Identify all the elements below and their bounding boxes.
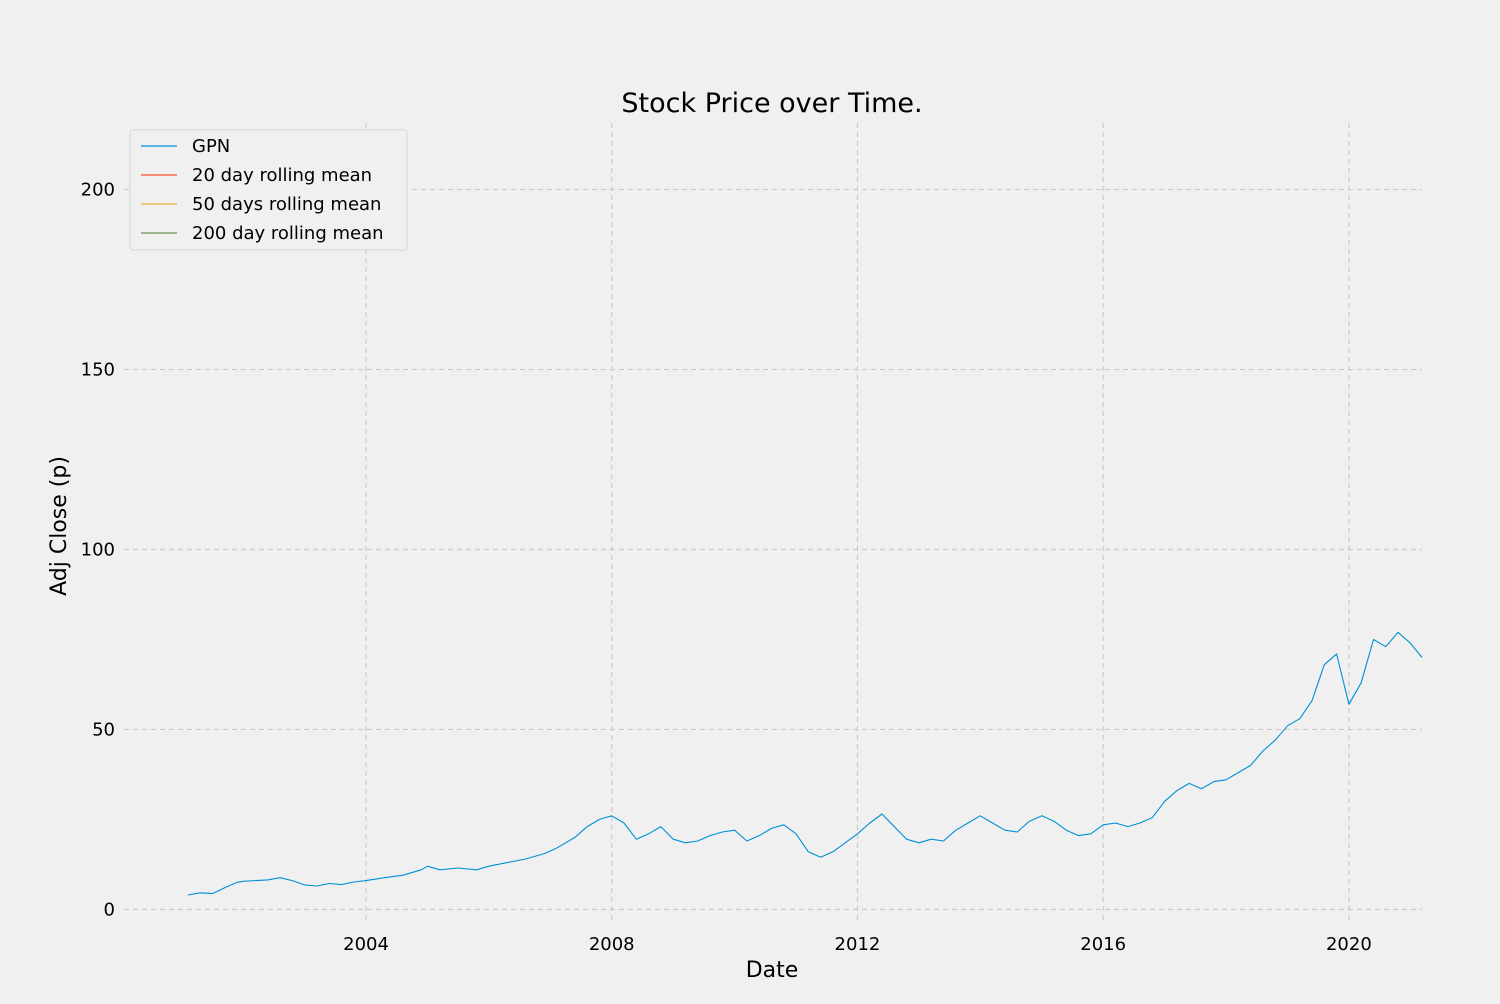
series-layer bbox=[187, 631, 1423, 896]
legend-label: 50 days rolling mean bbox=[192, 194, 381, 215]
series-line-0 bbox=[187, 631, 1423, 896]
chart-title: Stock Price over Time. bbox=[621, 88, 922, 119]
y-tick-label: 50 bbox=[92, 719, 115, 740]
y-axis-ticks: 0 50 100 150 200 bbox=[81, 180, 115, 921]
legend-label: GPN bbox=[192, 136, 230, 157]
x-tick-label: 2016 bbox=[1080, 934, 1126, 955]
y-tick-label: 200 bbox=[81, 180, 115, 201]
x-axis-ticks: 2004 2008 2012 2016 2020 bbox=[343, 934, 1372, 955]
y-tick-label: 100 bbox=[81, 539, 115, 560]
legend-label: 20 day rolling mean bbox=[192, 165, 372, 186]
x-tick-label: 2020 bbox=[1326, 934, 1372, 955]
legend: GPN 20 day rolling mean 50 days rolling me… bbox=[129, 129, 408, 251]
y-tick-label: 150 bbox=[81, 360, 115, 381]
x-tick-label: 2012 bbox=[835, 934, 881, 955]
grid bbox=[124, 123, 1422, 922]
x-axis-label: Date bbox=[746, 958, 799, 983]
y-axis-label: Adj Close (p) bbox=[47, 456, 72, 596]
y-tick-label: 0 bbox=[104, 899, 115, 920]
legend-label: 200 day rolling mean bbox=[192, 223, 384, 244]
legend-box bbox=[129, 129, 408, 251]
x-tick-label: 2004 bbox=[343, 934, 389, 955]
x-tick-label: 2008 bbox=[589, 934, 635, 955]
